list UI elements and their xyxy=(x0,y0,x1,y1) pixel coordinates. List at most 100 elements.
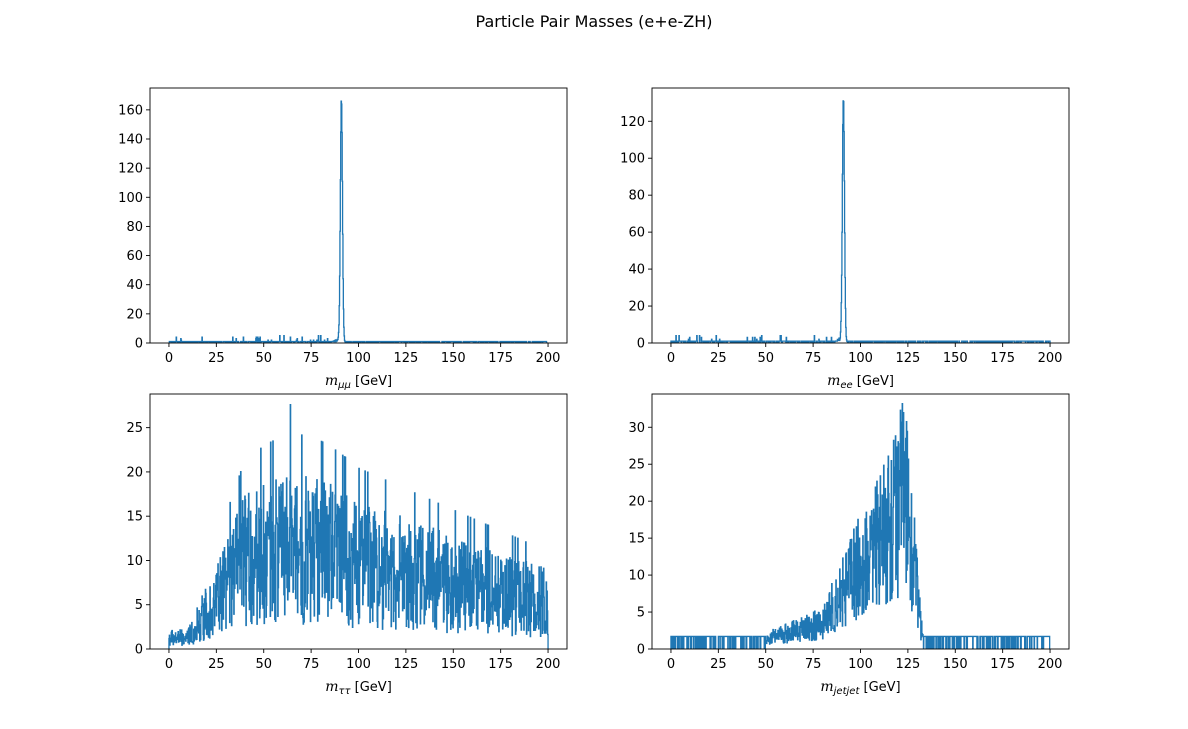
figure-title: Particle Pair Masses (e+e-ZH) xyxy=(475,12,713,31)
x-tick-label: 50 xyxy=(255,351,272,366)
y-tick-label: 10 xyxy=(126,554,143,569)
x-axis-label: mjetjet [GeV] xyxy=(820,679,900,697)
x-tick: 100 xyxy=(346,343,371,366)
x-tick: 0 xyxy=(165,343,173,366)
x-tick-label: 200 xyxy=(1038,351,1063,366)
x-tick-label: 200 xyxy=(1038,657,1063,672)
x-tick: 0 xyxy=(165,649,173,672)
y-tick: 100 xyxy=(118,191,150,206)
x-tick: 50 xyxy=(757,343,774,366)
x-tick-label: 175 xyxy=(488,351,513,366)
x-tick-label: 200 xyxy=(536,351,561,366)
y-tick: 60 xyxy=(628,226,652,241)
x-tick-label: 25 xyxy=(208,657,225,672)
histogram-step-line xyxy=(168,100,549,343)
x-tick-label: 175 xyxy=(488,657,513,672)
y-tick-label: 0 xyxy=(637,643,645,658)
x-tick: 125 xyxy=(393,649,418,672)
x-tick: 125 xyxy=(393,343,418,366)
y-tick: 30 xyxy=(628,421,652,436)
x-tick-label: 50 xyxy=(757,657,774,672)
x-axis-label: mee [GeV] xyxy=(827,373,894,391)
y-tick: 120 xyxy=(620,115,652,130)
x-tick-label: 125 xyxy=(393,657,418,672)
y-tick-label: 5 xyxy=(637,606,645,621)
x-axis-label: mττ [GeV] xyxy=(325,679,392,697)
x-tick: 125 xyxy=(895,649,920,672)
y-tick: 20 xyxy=(126,465,150,480)
y-tick: 80 xyxy=(126,220,150,235)
y-tick: 25 xyxy=(628,458,652,473)
y-tick-label: 40 xyxy=(126,278,143,293)
x-tick: 50 xyxy=(757,649,774,672)
y-tick: 0 xyxy=(637,337,652,352)
x-tick-label: 0 xyxy=(165,657,173,672)
y-tick-label: 80 xyxy=(628,189,645,204)
y-tick: 80 xyxy=(628,189,652,204)
y-tick: 0 xyxy=(135,337,150,352)
y-tick: 5 xyxy=(135,598,150,613)
x-tick: 0 xyxy=(667,649,675,672)
axes-frame xyxy=(651,87,1070,344)
x-tick: 200 xyxy=(1038,343,1063,366)
y-tick: 0 xyxy=(637,643,652,658)
x-tick: 150 xyxy=(441,343,466,366)
y-tick: 40 xyxy=(126,278,150,293)
y-tick-label: 60 xyxy=(628,226,645,241)
x-tick-label: 100 xyxy=(346,351,371,366)
x-tick: 100 xyxy=(848,649,873,672)
x-tick-label: 150 xyxy=(943,657,968,672)
y-tick: 15 xyxy=(126,510,150,525)
y-tick-label: 120 xyxy=(118,162,143,177)
y-tick: 60 xyxy=(126,249,150,264)
y-tick: 10 xyxy=(628,569,652,584)
x-tick-label: 25 xyxy=(208,351,225,366)
x-tick: 200 xyxy=(536,649,561,672)
x-tick-label: 200 xyxy=(536,657,561,672)
x-tick-label: 25 xyxy=(710,657,727,672)
x-tick: 150 xyxy=(943,343,968,366)
x-tick: 175 xyxy=(488,649,513,672)
x-tick: 200 xyxy=(1038,649,1063,672)
x-tick-label: 100 xyxy=(848,351,873,366)
x-tick: 175 xyxy=(990,343,1015,366)
x-tick: 75 xyxy=(805,343,821,366)
y-tick-label: 15 xyxy=(628,532,645,547)
x-tick: 50 xyxy=(255,649,272,672)
x-axis-label: mμμ [GeV] xyxy=(325,373,392,391)
x-tick: 150 xyxy=(441,649,466,672)
y-tick-label: 25 xyxy=(628,458,645,473)
x-tick-label: 150 xyxy=(441,351,466,366)
x-tick-label: 75 xyxy=(303,351,320,366)
x-tick-label: 100 xyxy=(848,657,873,672)
axes-frame xyxy=(149,87,568,344)
x-tick-label: 125 xyxy=(895,351,920,366)
y-tick-label: 20 xyxy=(126,307,143,322)
x-tick: 25 xyxy=(710,343,727,366)
histogram-step-line xyxy=(670,100,1051,343)
y-tick: 20 xyxy=(628,300,652,315)
x-tick: 150 xyxy=(943,649,968,672)
y-tick: 40 xyxy=(628,263,652,278)
x-tick: 50 xyxy=(255,343,272,366)
y-tick-label: 40 xyxy=(628,263,645,278)
y-tick-label: 80 xyxy=(126,220,143,235)
x-tick: 25 xyxy=(208,343,225,366)
x-tick: 200 xyxy=(536,343,561,366)
x-tick: 0 xyxy=(667,343,675,366)
y-tick-label: 60 xyxy=(126,249,143,264)
x-tick: 75 xyxy=(805,649,821,672)
y-tick-label: 15 xyxy=(126,510,143,525)
subplot-ee: 0 25 50 75 100 125 150 175 200 0 20 40 60 80 100 120 mee… xyxy=(620,87,1070,391)
x-tick: 75 xyxy=(303,649,319,672)
x-tick-label: 0 xyxy=(165,351,173,366)
y-tick-label: 10 xyxy=(628,569,645,584)
y-tick-label: 25 xyxy=(126,421,143,436)
axes-frame xyxy=(651,393,1070,650)
y-tick-label: 0 xyxy=(135,337,143,352)
x-tick: 100 xyxy=(848,343,873,366)
y-tick-label: 160 xyxy=(118,103,143,118)
x-tick-label: 25 xyxy=(710,351,727,366)
x-tick: 125 xyxy=(895,343,920,366)
y-tick: 20 xyxy=(126,307,150,322)
